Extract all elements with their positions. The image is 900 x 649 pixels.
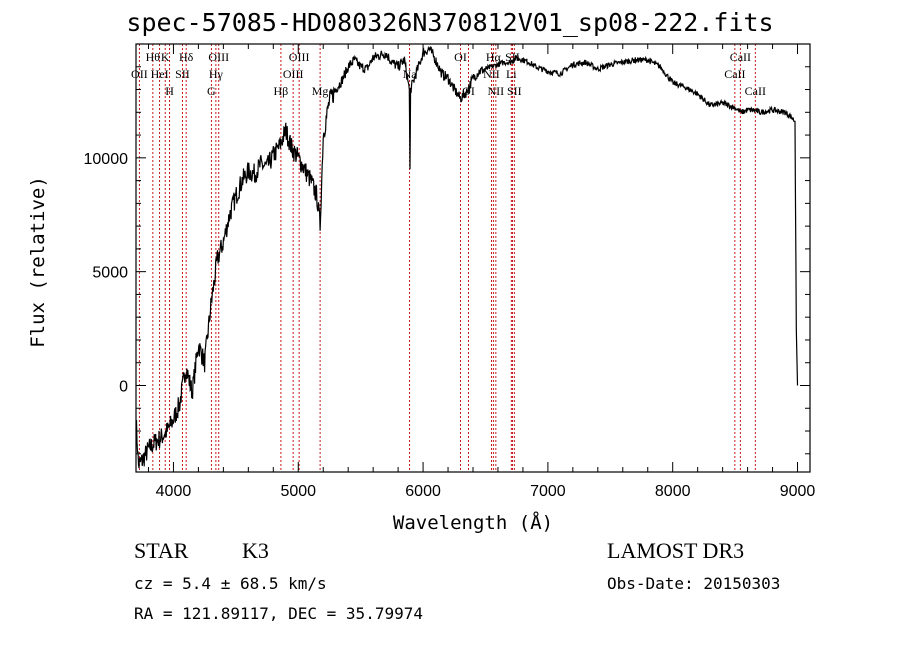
spectral-line-label: Li	[506, 67, 517, 81]
spectral-line-label: Hγ	[209, 67, 224, 81]
spectral-line-label: HeI	[151, 67, 169, 81]
x-tick-label: 8000	[655, 483, 691, 500]
spectral-line-label: OII	[131, 67, 148, 81]
x-tick-label: 9000	[780, 483, 816, 500]
spectral-line-label: OIII	[289, 50, 310, 64]
x-tick-label: 6000	[405, 483, 441, 500]
spectral-line-label: OIII	[208, 50, 229, 64]
spectral-line-label: K	[161, 50, 170, 64]
spectral-line-labels: OIIHθHeIKHSIIHδGHγOIIIHβOIIIOIIIMgNaOIOI…	[131, 50, 766, 98]
coordinates-readout: RA = 121.89117, DEC = 35.79974	[134, 604, 423, 623]
spectrum-line	[135, 45, 799, 469]
spectral-line-label: SII	[507, 84, 522, 98]
spectral-line-label: CaII	[724, 67, 745, 81]
spectral-line-label: Hα	[486, 50, 502, 64]
spectral-line-label: Na	[403, 67, 418, 81]
spectral-line-label: SII	[505, 50, 520, 64]
object-subclass: K3	[242, 538, 269, 563]
survey-name: LAMOST DR3	[607, 538, 745, 563]
spectral-line-label: Hβ	[274, 84, 289, 98]
spectral-line-markers	[138, 44, 756, 472]
x-tick-label: 7000	[530, 483, 566, 500]
axis-tick-labels: 4000 5000 6000 7000 8000 9000 0 5000 10000	[84, 151, 816, 500]
object-class: STAR	[134, 538, 189, 563]
spectral-line-label: CaII	[745, 84, 766, 98]
x-tick-label: 5000	[280, 483, 316, 500]
x-tick-label: 4000	[156, 483, 192, 500]
observation-date: Obs-Date: 20150303	[607, 574, 781, 593]
spectral-line-label: NII	[483, 67, 500, 81]
chart-title: spec-57085-HD080326N370812V01_sp08-222.f…	[126, 8, 774, 37]
y-tick-label: 0	[119, 378, 128, 395]
spectral-line-label: SII	[175, 67, 190, 81]
y-tick-label: 10000	[84, 151, 129, 168]
redshift-readout: cz = 5.4 ± 68.5 km/s	[134, 574, 327, 593]
spectral-line-label: OIII	[283, 67, 304, 81]
spectral-line-label: NII	[488, 84, 505, 98]
spectral-line-label: G	[207, 84, 216, 98]
spectral-line-label: Mg	[312, 84, 329, 98]
spectral-line-label: H	[165, 84, 174, 98]
plot-frame	[135, 43, 811, 473]
spectral-line-label: Hθ	[146, 50, 161, 64]
x-axis-label: Wavelength (Å)	[392, 512, 554, 534]
y-tick-label: 5000	[92, 265, 128, 282]
axis-ticks	[136, 43, 810, 472]
y-axis-label: Flux (relative)	[27, 176, 49, 348]
spectral-line-label: Hδ	[179, 50, 194, 64]
spectral-line-label: CaII	[730, 50, 751, 64]
spectral-line-label: OI	[454, 50, 467, 64]
